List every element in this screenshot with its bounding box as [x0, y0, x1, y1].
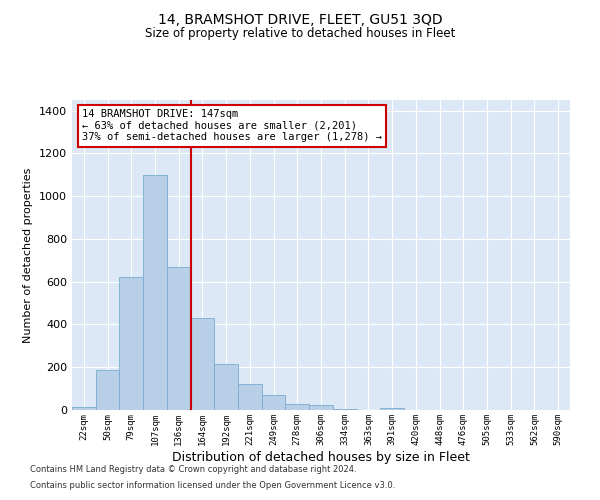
Bar: [333, 409, 356, 410]
Text: 14 BRAMSHOT DRIVE: 147sqm
← 63% of detached houses are smaller (2,201)
37% of se: 14 BRAMSHOT DRIVE: 147sqm ← 63% of detac…: [82, 110, 382, 142]
Bar: [167, 267, 191, 410]
Bar: [309, 404, 333, 410]
Text: Contains public sector information licensed under the Open Government Licence v3: Contains public sector information licen…: [30, 480, 395, 490]
Bar: [119, 278, 143, 410]
Bar: [214, 364, 238, 410]
Text: Size of property relative to detached houses in Fleet: Size of property relative to detached ho…: [145, 28, 455, 40]
Bar: [191, 318, 214, 410]
Bar: [380, 408, 404, 410]
Bar: [143, 175, 167, 410]
Bar: [72, 407, 96, 410]
Text: Contains HM Land Registry data © Crown copyright and database right 2024.: Contains HM Land Registry data © Crown c…: [30, 466, 356, 474]
Bar: [96, 370, 119, 410]
X-axis label: Distribution of detached houses by size in Fleet: Distribution of detached houses by size …: [172, 450, 470, 464]
Bar: [286, 404, 309, 410]
Bar: [238, 384, 262, 410]
Text: 14, BRAMSHOT DRIVE, FLEET, GU51 3QD: 14, BRAMSHOT DRIVE, FLEET, GU51 3QD: [158, 12, 442, 26]
Y-axis label: Number of detached properties: Number of detached properties: [23, 168, 34, 342]
Bar: [262, 395, 286, 410]
